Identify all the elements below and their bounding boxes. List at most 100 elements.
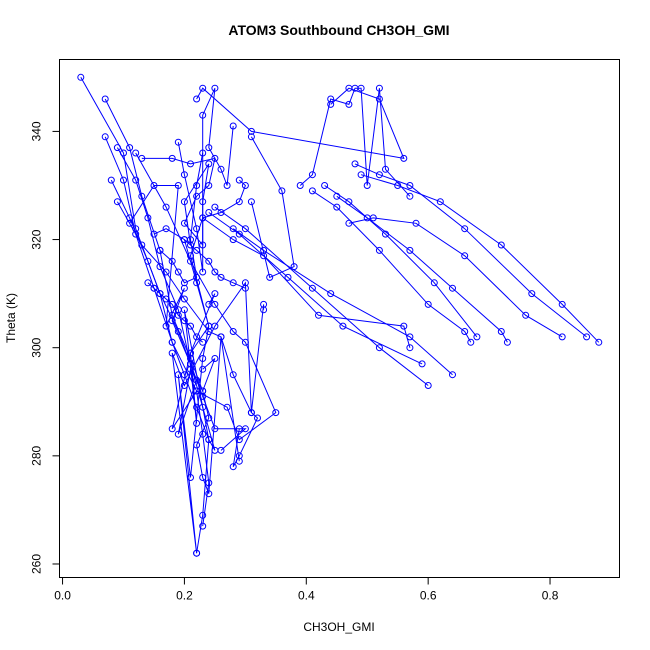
series-line bbox=[159, 152, 204, 284]
data-point bbox=[126, 219, 134, 227]
series-line bbox=[312, 190, 472, 343]
data-point bbox=[120, 149, 127, 157]
data-point bbox=[241, 284, 249, 292]
series-line bbox=[104, 136, 210, 527]
data-point bbox=[199, 149, 207, 157]
data-point bbox=[223, 403, 231, 411]
data-point bbox=[187, 360, 194, 368]
y-axis: 260 280 300 320 340 bbox=[30, 121, 60, 574]
data-point bbox=[473, 333, 481, 341]
data-point bbox=[132, 225, 140, 233]
data-point bbox=[503, 338, 511, 346]
data-point bbox=[193, 441, 201, 449]
data-point bbox=[229, 236, 237, 244]
data-point bbox=[260, 246, 268, 254]
data-point bbox=[199, 430, 207, 438]
data-point bbox=[180, 284, 188, 292]
data-point bbox=[199, 268, 207, 276]
data-point bbox=[199, 365, 207, 373]
data-point bbox=[162, 225, 170, 233]
data-point bbox=[583, 333, 591, 341]
y-tick-label: 340 bbox=[30, 121, 44, 141]
x-axis: 0.0 0.2 0.4 0.6 0.8 bbox=[54, 577, 559, 603]
data-point bbox=[375, 171, 383, 179]
data-point bbox=[205, 300, 213, 308]
data-point bbox=[199, 392, 207, 400]
data-point bbox=[180, 279, 188, 287]
data-point bbox=[199, 511, 207, 519]
data-point bbox=[235, 457, 243, 465]
data-point bbox=[424, 382, 432, 389]
data-point bbox=[126, 144, 134, 152]
data-point bbox=[193, 182, 201, 189]
data-point bbox=[205, 490, 213, 498]
data-point bbox=[308, 187, 316, 195]
chart-title: ATOM3 Southbound CH3OH_GMI bbox=[228, 22, 449, 38]
data-point bbox=[217, 273, 225, 281]
data-point bbox=[260, 300, 268, 308]
x-axis-label: CH3OH_GMI bbox=[303, 620, 374, 634]
data-point bbox=[406, 192, 414, 200]
data-point bbox=[162, 295, 170, 303]
series-line bbox=[324, 185, 478, 338]
data-point bbox=[150, 182, 158, 189]
y-tick-label: 300 bbox=[30, 337, 44, 357]
data-point bbox=[150, 284, 158, 292]
data-point bbox=[193, 95, 201, 103]
data-point bbox=[199, 338, 207, 346]
data-point bbox=[132, 230, 140, 238]
data-point bbox=[101, 95, 109, 103]
data-point bbox=[345, 100, 353, 108]
data-point bbox=[400, 322, 408, 330]
data-point bbox=[595, 338, 603, 346]
data-point bbox=[241, 182, 249, 189]
data-point bbox=[187, 322, 194, 330]
data-point bbox=[424, 300, 432, 308]
data-point bbox=[187, 241, 194, 249]
data-point bbox=[351, 160, 359, 168]
data-point bbox=[260, 306, 268, 314]
data-point bbox=[156, 246, 164, 254]
series-line bbox=[336, 195, 508, 343]
data-point bbox=[449, 284, 456, 292]
data-point bbox=[247, 409, 255, 417]
data-point bbox=[211, 84, 219, 92]
data-point bbox=[315, 311, 322, 319]
data-point bbox=[193, 419, 201, 427]
data-point bbox=[382, 230, 389, 238]
data-point bbox=[241, 425, 249, 433]
data-point bbox=[168, 257, 176, 265]
data-point bbox=[180, 317, 188, 325]
data-point bbox=[333, 203, 341, 211]
data-point bbox=[193, 192, 201, 200]
data-point bbox=[187, 257, 194, 265]
y-tick-label: 280 bbox=[30, 446, 44, 466]
data-point bbox=[241, 338, 249, 346]
data-point bbox=[150, 230, 158, 238]
data-point bbox=[187, 355, 194, 362]
data-point bbox=[199, 214, 207, 222]
data-point bbox=[235, 436, 243, 444]
data-point bbox=[278, 187, 286, 195]
data-point bbox=[205, 257, 213, 265]
data-point bbox=[77, 73, 85, 81]
data-point bbox=[193, 273, 201, 281]
data-point bbox=[193, 279, 201, 287]
data-point bbox=[461, 328, 469, 335]
series-line bbox=[214, 206, 429, 386]
data-point bbox=[144, 257, 152, 265]
data-point bbox=[205, 322, 213, 330]
data-point bbox=[558, 300, 566, 308]
data-point bbox=[357, 171, 365, 179]
data-point bbox=[327, 100, 335, 108]
data-point bbox=[229, 122, 237, 130]
data-point bbox=[406, 246, 414, 254]
data-point bbox=[168, 338, 176, 346]
y-tick-label: 260 bbox=[30, 554, 44, 574]
data-point bbox=[205, 479, 213, 487]
data-point bbox=[418, 360, 426, 368]
data-point bbox=[174, 430, 182, 438]
series-line bbox=[202, 217, 411, 348]
data-point bbox=[211, 290, 219, 298]
